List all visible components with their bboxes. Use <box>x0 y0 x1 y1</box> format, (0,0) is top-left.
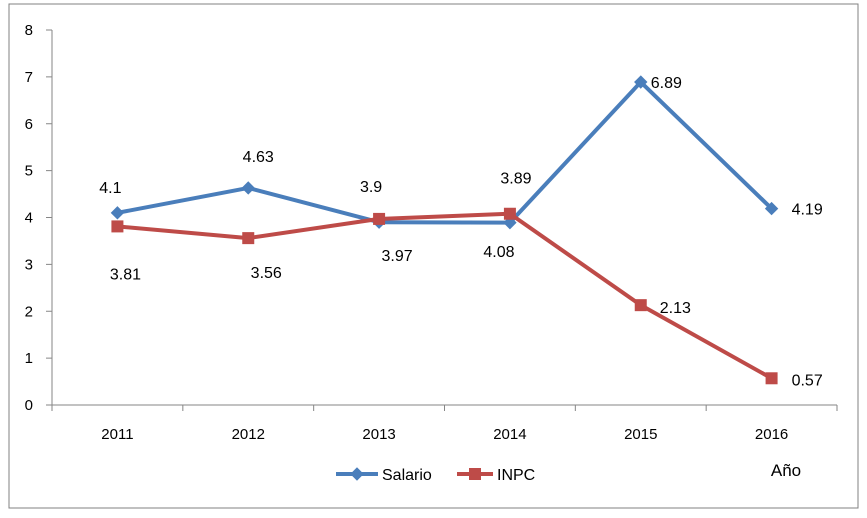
data-point-inpc <box>634 299 647 312</box>
x-tick-label: 2013 <box>362 426 395 443</box>
data-label-salario: 3.89 <box>500 171 531 188</box>
series-line-salario <box>117 80 773 225</box>
data-label-inpc: 0.57 <box>792 372 823 389</box>
data-label-salario: 4.19 <box>792 202 823 219</box>
y-tick-label: 7 <box>25 69 33 86</box>
data-label-salario: 6.89 <box>651 75 682 92</box>
legend-marker-inpc <box>469 468 481 480</box>
data-point-salario <box>110 206 125 220</box>
data-point-inpc <box>765 372 778 385</box>
x-axis-title: Año <box>771 461 801 480</box>
y-tick-label: 0 <box>25 397 33 414</box>
data-point-inpc <box>503 207 516 220</box>
legend-label-inpc: INPC <box>497 467 535 484</box>
y-tick-label: 6 <box>25 116 33 133</box>
y-tick-label: 8 <box>25 22 33 39</box>
data-label-inpc: 3.56 <box>251 265 282 282</box>
data-point-inpc <box>111 220 124 233</box>
y-tick-label: 3 <box>25 256 33 273</box>
legend-item-inpc: INPC <box>457 467 535 484</box>
y-tick-label: 1 <box>25 350 33 367</box>
data-label-inpc: 3.81 <box>110 266 141 283</box>
data-label-salario: 4.63 <box>243 149 274 166</box>
x-tick-label: 2016 <box>755 426 788 443</box>
y-tick-label: 5 <box>25 163 33 180</box>
data-label-inpc: 2.13 <box>660 300 691 317</box>
data-label-salario: 4.1 <box>99 180 121 197</box>
data-point-inpc <box>242 232 255 245</box>
data-label-inpc: 3.97 <box>382 248 413 265</box>
data-point-salario <box>241 181 255 195</box>
data-point-inpc <box>373 212 386 225</box>
x-tick-label: 2014 <box>493 426 526 443</box>
y-tick-label: 4 <box>25 210 33 227</box>
data-label-inpc: 4.08 <box>483 244 514 261</box>
x-tick-label: 2015 <box>624 426 657 443</box>
data-point-salario <box>764 201 779 216</box>
y-tick-label: 2 <box>25 303 33 320</box>
x-tick-label: 2011 <box>101 426 133 443</box>
legend-item-salario: Salario <box>336 467 432 484</box>
legend-marker-salario <box>350 467 364 481</box>
series-line-inpc <box>117 211 773 381</box>
chart-border <box>8 3 859 509</box>
data-label-salario: 3.9 <box>360 179 382 196</box>
data-point-salario <box>634 75 648 89</box>
x-tick-label: 2012 <box>232 426 265 443</box>
legend-label-salario: Salario <box>382 467 432 484</box>
